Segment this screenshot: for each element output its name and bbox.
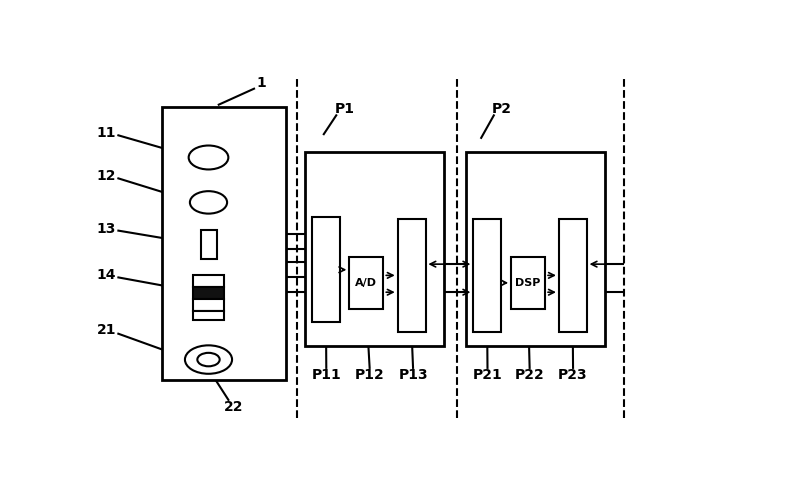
Text: P2: P2 xyxy=(492,102,512,116)
Text: 21: 21 xyxy=(97,323,117,337)
Text: P1: P1 xyxy=(335,102,355,116)
Text: P11: P11 xyxy=(311,367,341,382)
Bar xyxy=(201,230,217,259)
Text: P12: P12 xyxy=(355,367,385,382)
Text: 14: 14 xyxy=(97,268,117,282)
Circle shape xyxy=(190,191,227,214)
Text: P13: P13 xyxy=(398,367,428,382)
Text: DSP: DSP xyxy=(515,278,541,288)
Text: 12: 12 xyxy=(97,169,117,183)
Text: 13: 13 xyxy=(97,222,116,236)
Text: 1: 1 xyxy=(256,76,266,89)
Text: P23: P23 xyxy=(558,367,588,382)
Bar xyxy=(193,311,224,320)
Bar xyxy=(474,219,501,331)
Text: P21: P21 xyxy=(473,367,502,382)
Bar xyxy=(511,257,545,309)
Bar xyxy=(558,219,586,331)
Circle shape xyxy=(198,353,220,366)
Text: 22: 22 xyxy=(223,400,243,414)
Bar xyxy=(193,287,224,298)
Bar xyxy=(312,217,340,322)
Bar xyxy=(193,299,224,311)
Bar xyxy=(466,152,606,347)
Text: 11: 11 xyxy=(97,126,117,140)
Bar xyxy=(193,276,224,287)
Text: A/D: A/D xyxy=(355,278,378,288)
Bar xyxy=(305,152,444,347)
Circle shape xyxy=(189,145,228,170)
Text: P22: P22 xyxy=(514,367,545,382)
Bar xyxy=(350,257,383,309)
Circle shape xyxy=(185,346,232,374)
Bar xyxy=(162,107,286,380)
Bar xyxy=(398,219,426,331)
